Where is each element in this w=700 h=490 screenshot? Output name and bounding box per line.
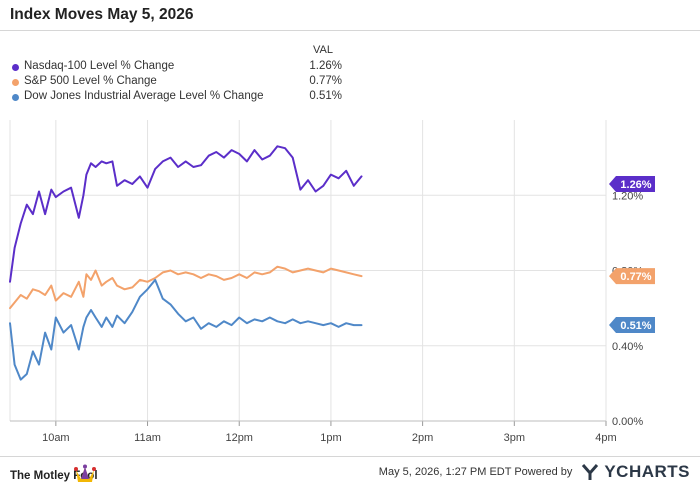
chart-title: Index Moves May 5, 2026 bbox=[10, 6, 194, 23]
end-value-flag bbox=[609, 268, 655, 285]
line-chart: 0.00%0.40%0.80%1.20%10am11am12pm1pm2pm3p… bbox=[9, 120, 655, 444]
jester-hat-icon bbox=[74, 464, 96, 482]
legend-val-header: VAL bbox=[313, 44, 333, 56]
end-value-label: 1.26% bbox=[620, 179, 651, 191]
legend-series-name: Nasdaq-100 Level % Change bbox=[24, 60, 175, 72]
ycharts-y-icon bbox=[581, 464, 599, 480]
legend-series-name: S&P 500 Level % Change bbox=[24, 75, 157, 87]
x-tick-label: 11am bbox=[134, 432, 161, 444]
provider-name[interactable]: YCHARTS bbox=[604, 462, 690, 481]
end-value-label: 0.77% bbox=[620, 271, 651, 283]
end-value-flag bbox=[609, 317, 655, 334]
y-tick-label: 0.40% bbox=[612, 341, 643, 353]
timestamp: May 5, 2026, 1:27 PM EDT Powered by bbox=[378, 466, 573, 478]
legend-dot-icon bbox=[12, 64, 19, 71]
x-tick-label: 3pm bbox=[504, 432, 525, 444]
legend-series-name: Dow Jones Industrial Average Level % Cha… bbox=[24, 90, 264, 102]
x-tick-label: 12pm bbox=[225, 432, 253, 444]
legend-dot-icon bbox=[12, 79, 19, 86]
x-tick-label: 1pm bbox=[320, 432, 341, 444]
footer: The Motley Fool May 5, 2026, 1:27 PM EDT… bbox=[0, 456, 700, 490]
series-line bbox=[9, 145, 363, 283]
series-line bbox=[9, 265, 363, 310]
y-tick-label: 0.00% bbox=[612, 416, 643, 428]
legend-series-value: 0.77% bbox=[309, 75, 342, 87]
series-line bbox=[9, 278, 363, 381]
legend-series-value: 0.51% bbox=[309, 90, 342, 102]
x-tick-label: 10am bbox=[42, 432, 70, 444]
legend-dot-icon bbox=[12, 94, 19, 101]
legend-item[interactable]: Nasdaq-100 Level % Change 1.26% bbox=[12, 60, 342, 76]
footer-attribution: May 5, 2026, 1:27 PM EDT Powered by YCHA… bbox=[379, 462, 690, 486]
x-tick-label: 2pm bbox=[412, 432, 433, 444]
legend-series-value: 1.26% bbox=[309, 60, 342, 72]
x-tick-label: 4pm bbox=[595, 432, 616, 444]
legend-item[interactable]: Dow Jones Industrial Average Level % Cha… bbox=[12, 90, 342, 106]
brand-name: The Motley Fool bbox=[10, 470, 98, 482]
end-value-label: 0.51% bbox=[620, 320, 651, 332]
legend-item[interactable]: S&P 500 Level % Change 0.77% bbox=[12, 75, 342, 91]
y-tick-label: 1.20% bbox=[612, 190, 643, 202]
end-value-flag bbox=[609, 175, 655, 192]
title-bar: Index Moves May 5, 2026 bbox=[0, 0, 700, 31]
